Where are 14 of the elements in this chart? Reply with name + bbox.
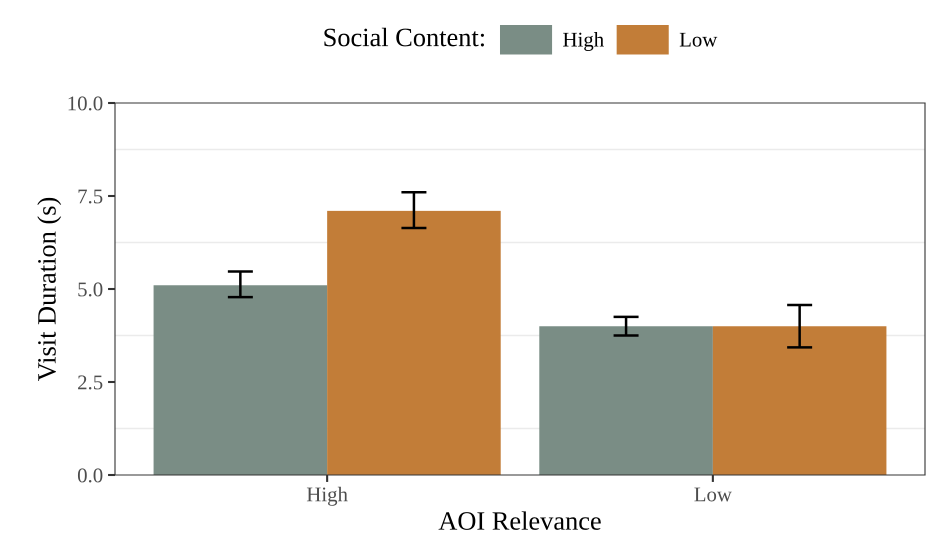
bar xyxy=(327,210,501,475)
bar xyxy=(539,326,713,475)
y-tick-label: 2.5 xyxy=(78,375,102,390)
legend-title: Social Content: xyxy=(324,28,484,46)
bar xyxy=(154,285,328,475)
legend-label: Low xyxy=(680,32,718,47)
y-tick-label: 5.0 xyxy=(78,282,102,297)
y-tick-label: 10.0 xyxy=(68,96,102,111)
bar xyxy=(712,326,886,475)
x-axis-title: AOI Relevance xyxy=(438,511,601,530)
y-tick-label: 7.5 xyxy=(78,190,102,204)
y-axis-title: Visit Duration (s) xyxy=(37,198,62,381)
legend-label: High xyxy=(563,32,604,51)
y-tick-label: 0.0 xyxy=(78,468,102,483)
